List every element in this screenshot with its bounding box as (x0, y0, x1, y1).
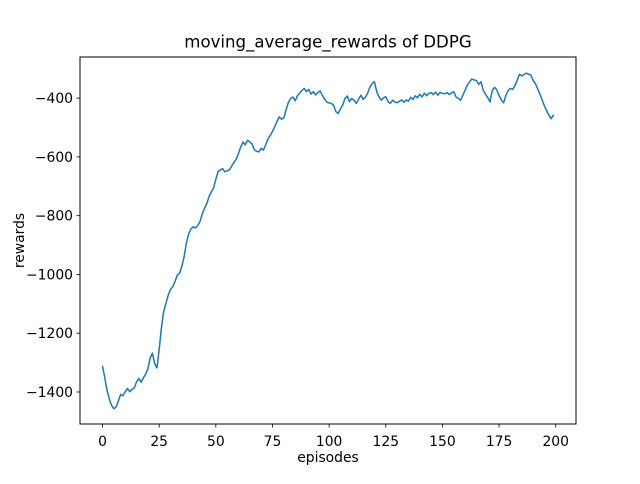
x-tick-label: 25 (150, 434, 168, 450)
x-tick-label: 0 (98, 434, 107, 450)
x-axis-label: episodes (297, 450, 359, 466)
x-tick-label: 100 (316, 434, 343, 450)
x-tick-label: 75 (264, 434, 282, 450)
plot-area (79, 56, 577, 425)
x-tick-label: 50 (207, 434, 225, 450)
x-tick-label: 125 (373, 434, 400, 450)
x-tick-label: 175 (486, 434, 513, 450)
y-tick-label: −1200 (26, 326, 73, 342)
y-tick-label: −1000 (26, 267, 73, 283)
x-axis-ticks: 0 25 50 75 100 125 150 175 200 (98, 424, 569, 450)
x-tick-label: 150 (429, 434, 456, 450)
y-axis-ticks: −1400 −1200 −1000 −800 −600 −400 (26, 91, 80, 401)
data-line (101, 72, 555, 410)
y-tick-label: −600 (35, 150, 73, 166)
x-tick-label: 200 (542, 434, 569, 450)
y-tick-label: −1400 (26, 385, 73, 401)
y-axis-label: rewards (12, 213, 28, 268)
y-tick-label: −800 (35, 209, 73, 225)
chart-title: moving_average_rewards of DDPG (184, 33, 471, 53)
y-tick-label: −400 (35, 91, 73, 107)
